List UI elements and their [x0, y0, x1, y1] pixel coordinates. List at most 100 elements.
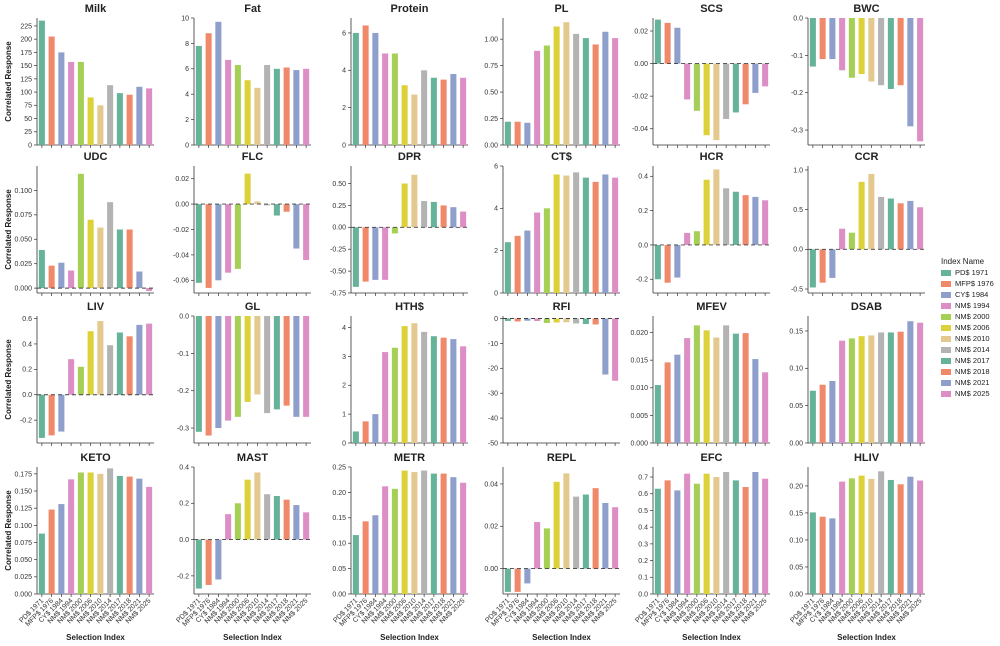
bar-hth-nm-2025: [460, 346, 467, 443]
y-tick-label: 0.025: [14, 574, 32, 581]
x-axis-label: Selection Index: [380, 633, 439, 642]
bar-fat-nm-2000: [234, 64, 241, 145]
y-axis-label: Correlated Response: [4, 41, 13, 122]
bar-mast-nm-2014: [264, 494, 271, 540]
bar-milk-nm-2010: [97, 105, 104, 145]
panel-title-bwc: BWC: [853, 3, 879, 15]
bar-gl-nm-2014: [264, 316, 271, 414]
bar-hliv-pd-1971: [809, 512, 816, 594]
bar-scs-pd-1971: [654, 19, 661, 64]
panel-title-mfev: MFEV: [696, 301, 727, 313]
y-tick-label: 0.150: [14, 488, 32, 495]
y-tick-label: 0.7: [638, 474, 648, 481]
bar-milk-cy-1984: [58, 52, 65, 146]
bar-scs-nm-2010: [713, 63, 720, 141]
bar-hliv-nm-2025: [917, 480, 924, 594]
bar-liv-nm-2025: [146, 323, 153, 395]
y-tick-label: 0.050: [14, 557, 32, 564]
y-tick-label: 0.02: [484, 524, 498, 531]
bar-hliv-nm-2010: [868, 478, 875, 594]
y-tick-label: 0.5: [638, 508, 648, 515]
bar-pl-nm-1994: [534, 50, 541, 145]
y-tick-label: -0.2: [177, 388, 189, 395]
bar-hliv-cy-1984: [829, 518, 836, 594]
legend-label-nm-2021: NM$ 2021: [955, 378, 990, 387]
bar-flc-pd-1971: [195, 204, 202, 283]
y-tick-label: 0.5: [793, 207, 803, 214]
panel-title-gl: GL: [245, 301, 261, 313]
legend-swatch-nm-2017: [941, 358, 951, 364]
bar-repl-nm-2025: [612, 507, 619, 569]
y-tick-label: 0: [28, 142, 32, 149]
x-axis-labels: Selection Index Selection Index Selection …: [66, 633, 896, 642]
bar-protein-nm-2006: [401, 85, 408, 145]
bar-ccr-nm-2000: [848, 232, 855, 250]
bar-liv-mfp-1976: [48, 394, 55, 436]
y-tick-label: 0.05: [789, 564, 803, 571]
bar-hcr-nm-2014: [723, 188, 730, 245]
legend-swatch-cy-1984: [941, 292, 951, 298]
y-tick-label: 0.25: [332, 203, 346, 210]
bar-udc-nm-2017: [116, 229, 123, 289]
bar-liv-nm-2018: [126, 336, 133, 395]
bar-rfi-nm-2006: [553, 318, 560, 323]
panel-title-keto: KETO: [80, 452, 111, 464]
bar-hcr-nm-2025: [762, 200, 769, 245]
panel-protein: Protein 0 2 4 6: [342, 3, 468, 149]
bar-hth-nm-2021: [450, 339, 457, 443]
y-tick-label: 0.10: [789, 366, 803, 373]
bar-hliv-nm-2014: [878, 471, 885, 594]
y-axis-label: Correlated Response: [4, 189, 13, 270]
y-tick-label: 0.15: [789, 328, 803, 335]
bar-efc-pd-1971: [654, 488, 661, 594]
y-tick-label: 0.100: [14, 188, 32, 195]
panel-hth: HTH$ 0 1 2 3 4: [342, 301, 468, 447]
y-tick-label: 0.50: [484, 89, 498, 96]
bar-ccr-nm-2025: [917, 207, 924, 250]
y-tick-label: -0.2: [791, 90, 803, 97]
y-tick-label: -40: [488, 415, 498, 422]
bar-mfev-mfp-1976: [664, 362, 671, 443]
bar-liv-cy-1984: [58, 394, 65, 432]
y-tick-label: 0.075: [14, 212, 32, 219]
y-tick-label: 0.125: [14, 506, 32, 513]
legend-swatch-nm-2018: [941, 369, 951, 375]
bar-efc-nm-2025: [762, 478, 769, 594]
bar-rfi-nm-2021: [602, 318, 609, 375]
panels-grid: Milk0255075100125150175200225Fat0246810P…: [14, 3, 925, 628]
y-tick-label: -0.02: [632, 94, 648, 101]
bar-keto-pd-1971: [38, 533, 45, 594]
bar-milk-mfp-1976: [48, 36, 55, 146]
panel-milk: Milk 0 25 50 75 100 125 150 175 200 225: [20, 3, 154, 149]
bar-hth-nm-2014: [421, 331, 428, 443]
bar-udc-mfp-1976: [48, 265, 55, 289]
y-tick-label: 0.6: [22, 316, 32, 323]
legend-label-mfp-1976: MFP$ 1976: [955, 279, 994, 288]
y-tick-label: 0.6: [638, 491, 648, 498]
panel-title-hliv: HLIV: [854, 452, 880, 464]
y-tick-label: 0.20: [789, 483, 803, 490]
y-tick-label: 0.020: [630, 330, 648, 337]
bar-protein-nm-2010: [411, 94, 418, 145]
bar-repl-cy-1984: [524, 568, 531, 584]
bar-repl-nm-2017: [582, 494, 589, 569]
panel-title-scs: SCS: [700, 3, 723, 15]
y-tick-label: 10: [181, 15, 189, 22]
y-tick-label: 0.000: [630, 440, 648, 447]
bar-metr-nm-2000: [391, 488, 398, 594]
bar-dpr-cy-1984: [372, 227, 379, 280]
bar-hcr-mfp-1976: [664, 244, 671, 283]
bar-metr-mfp-1976: [362, 521, 369, 594]
bar-dpr-nm-2021: [450, 207, 457, 228]
bar-dsab-nm-1994: [839, 340, 846, 443]
bar-bwc-nm-1994: [839, 18, 846, 71]
panel-title-udc: UDC: [84, 151, 108, 163]
bar-liv-pd-1971: [38, 394, 45, 438]
bar-hcr-nm-2021: [752, 196, 759, 245]
panel-title-flc: FLC: [242, 151, 263, 163]
bar-hcr-nm-2010: [713, 169, 720, 245]
bar-hth-nm-2018: [440, 337, 447, 443]
panel-title-rfi: RFI: [553, 301, 571, 313]
bar-milk-nm-2006: [87, 97, 94, 145]
